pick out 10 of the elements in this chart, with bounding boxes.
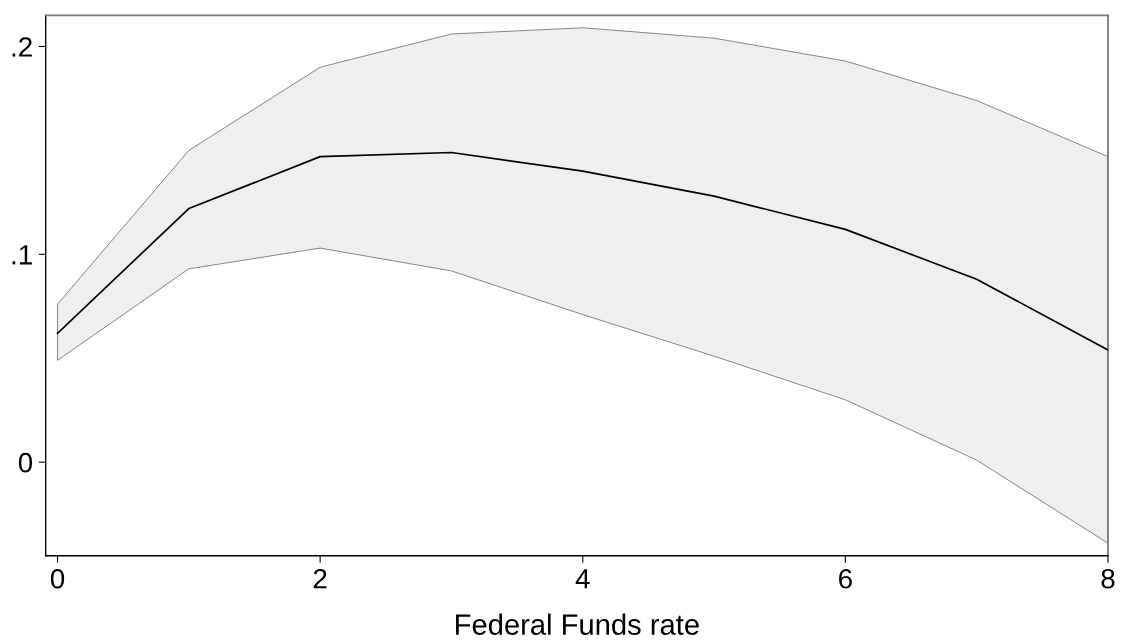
x-tick-label: 4: [575, 569, 590, 589]
y-tick-label: 0: [18, 452, 33, 473]
x-tick-label: 8: [1101, 568, 1115, 589]
x-tick-label: 2: [313, 568, 327, 589]
y-tick-label: .1: [12, 245, 32, 265]
x-tick-label: 6: [839, 568, 852, 589]
x-axis-title: Federal Funds rate: [456, 613, 699, 635]
x-tick-label: 0: [50, 568, 65, 589]
y-tick-label: .2: [12, 37, 32, 57]
line-series: [56, 151, 1108, 351]
